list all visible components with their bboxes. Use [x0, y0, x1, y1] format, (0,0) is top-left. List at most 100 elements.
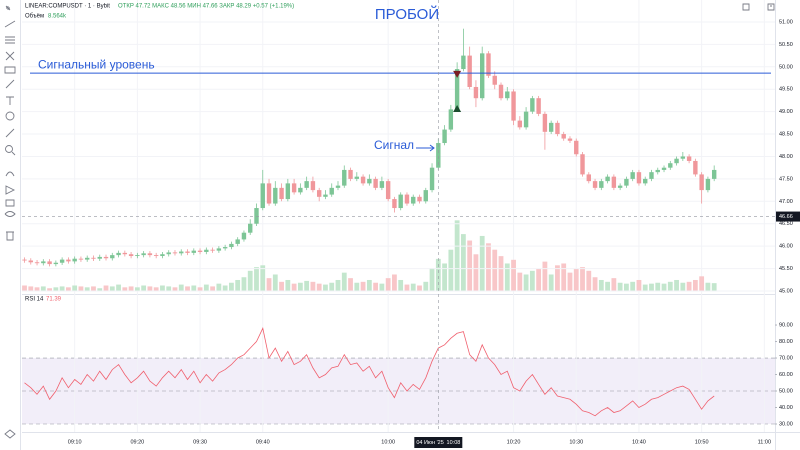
- x-tick-label: 10:50: [695, 439, 709, 445]
- candle-body: [643, 178, 648, 184]
- volume-bar: [185, 286, 190, 291]
- volume-bar: [692, 279, 698, 291]
- candle-body: [624, 178, 629, 186]
- x-tick-label: 09:10: [68, 439, 82, 445]
- volume-bar: [178, 284, 184, 291]
- volume-bar: [573, 268, 579, 291]
- candle-body: [404, 194, 410, 204]
- volume-bar: [580, 267, 585, 291]
- volume-bar: [555, 265, 560, 291]
- volume-bar: [442, 263, 447, 291]
- candle-body: [480, 53, 485, 99]
- volume-bar: [22, 285, 27, 291]
- candle-body: [586, 174, 591, 182]
- rsi-value: 71.39: [46, 297, 62, 303]
- volume-bar: [91, 286, 96, 291]
- window-controls[interactable]: [742, 3, 775, 11]
- volume-bar: [561, 263, 567, 291]
- y-tick-label: 46.50: [779, 221, 793, 227]
- candle-body: [22, 259, 27, 261]
- candle-body: [517, 120, 523, 128]
- volume-bar: [78, 286, 84, 291]
- volume-bar: [473, 254, 479, 291]
- candle-body: [85, 257, 90, 260]
- volume-bar: [636, 279, 642, 291]
- volume-bar: [360, 281, 366, 291]
- candle-body: [379, 181, 385, 188]
- candle-body: [197, 250, 203, 252]
- toolbar: [4, 0, 21, 450]
- candle-body: [542, 113, 548, 132]
- candle-body: [711, 169, 717, 179]
- volume-bar: [511, 259, 516, 291]
- candle-body: [329, 187, 334, 195]
- rsi-tick-label: 40.00: [779, 405, 793, 411]
- time-tag-time: 10:08: [447, 440, 461, 446]
- candle-body: [548, 122, 554, 132]
- volume-bar: [97, 288, 103, 291]
- candle-body: [398, 194, 403, 209]
- candle-body: [649, 172, 654, 179]
- volume-bar: [680, 282, 686, 291]
- candle-body: [153, 255, 159, 257]
- x-tick-label: 10:30: [569, 439, 583, 445]
- candle-body: [335, 185, 341, 188]
- volume-bar: [279, 281, 284, 291]
- candle-body: [693, 160, 698, 175]
- candle-body: [674, 158, 679, 164]
- x-tick-label: 10:20: [507, 439, 521, 445]
- volume-bar: [617, 282, 623, 291]
- candle-body: [442, 129, 447, 144]
- volume-bar: [266, 278, 272, 291]
- candle-body: [680, 156, 686, 159]
- candle-body: [523, 111, 529, 128]
- volume-bar: [59, 286, 65, 291]
- candle-body: [630, 172, 635, 179]
- candle-body: [222, 247, 228, 249]
- candle-body: [210, 249, 215, 251]
- volume-bar: [642, 284, 648, 291]
- volume-bar: [649, 283, 654, 291]
- candle-body: [41, 261, 46, 264]
- y-tick-label: 48.50: [779, 132, 793, 138]
- candle-body: [699, 174, 704, 191]
- volume-bar: [291, 283, 297, 291]
- candle-body: [116, 252, 121, 256]
- candle-body: [172, 252, 178, 254]
- candle-body: [260, 183, 265, 209]
- signal-level-label: Сигнальный уровень: [38, 57, 155, 71]
- volume-bar: [630, 281, 636, 291]
- volume-bar: [116, 284, 121, 291]
- volume-bar: [147, 286, 153, 291]
- candle-body: [360, 176, 366, 184]
- candle-body: [248, 223, 253, 233]
- volume-bar: [373, 282, 379, 291]
- toolbar-icons[interactable]: [4, 5, 16, 439]
- y-tick-label: 50.50: [779, 42, 793, 48]
- candle-body: [135, 255, 140, 257]
- y-tick-label: 45.00: [779, 288, 793, 294]
- rsi-name: RSI 14: [25, 297, 44, 303]
- volume-bar: [448, 249, 454, 291]
- rsi-band: [22, 358, 775, 424]
- volume-bar: [103, 285, 109, 291]
- candle-body: [367, 178, 372, 184]
- volume-bar: [153, 287, 159, 291]
- price-tag: [776, 211, 800, 222]
- volume-bar: [335, 279, 341, 291]
- candle-body: [72, 258, 77, 262]
- volume-bar: [47, 288, 52, 291]
- rsi-tick-label: 80.00: [779, 339, 793, 345]
- candle-body: [122, 252, 128, 255]
- volume-bar: [122, 287, 128, 291]
- volume-bar: [134, 287, 140, 291]
- volume-bar: [417, 285, 422, 291]
- candle-body: [279, 187, 284, 200]
- volume-bar: [655, 282, 661, 291]
- candle-body: [316, 190, 322, 197]
- candle-body: [511, 91, 516, 121]
- volume-bar: [517, 272, 523, 291]
- candle-body: [555, 122, 560, 135]
- volume-bar: [567, 272, 573, 291]
- volume-bar: [285, 279, 291, 291]
